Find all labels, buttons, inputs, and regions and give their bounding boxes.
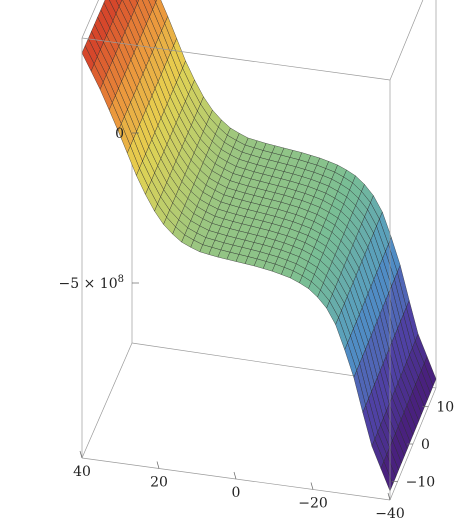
box-edge-11 <box>389 0 424 81</box>
y-tick-label-0: 10 <box>436 400 454 416</box>
x-tick-label-1: 20 <box>150 475 168 491</box>
box-edge-4 <box>81 342 133 459</box>
z-tick-label-1: 0 <box>115 126 124 142</box>
x-tick-mark-1 <box>156 461 160 469</box>
y-tick-label-1: 0 <box>421 437 430 453</box>
x-tick-label-3: −20 <box>298 496 328 512</box>
z-tick-label-2: −5 × 108 <box>59 274 124 292</box>
x-tick-mark-3 <box>310 482 314 490</box>
box-edge-10 <box>81 37 391 81</box>
x-tick-mark-0 <box>79 450 83 459</box>
x-tick-mark-4 <box>387 492 391 501</box>
box-edge-5 <box>81 0 99 39</box>
y-tick-label-2: −10 <box>406 474 436 490</box>
x-tick-mark-2 <box>233 471 237 480</box>
x-tick-label-2: 0 <box>232 485 241 501</box>
surface-mesh <box>81 0 437 492</box>
x-tick-label-0: 40 <box>73 464 91 480</box>
x-tick-label-4: −40 <box>375 506 405 519</box>
